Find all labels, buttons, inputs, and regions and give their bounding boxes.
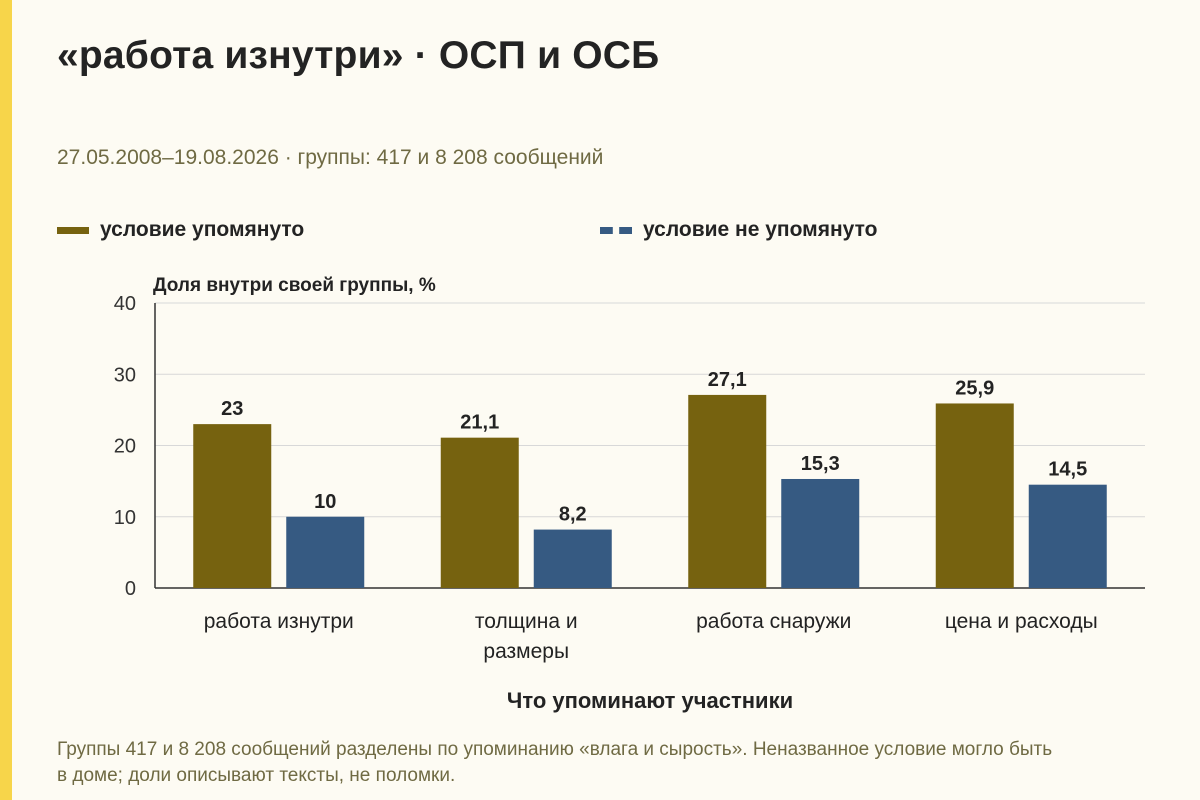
x-tick-label: толщина и размеры [475,610,578,663]
bar [533,529,612,588]
y-tick-label: 10 [114,507,136,529]
x-tick-label: работа снаружи [696,610,851,633]
data-label: 15,3 [801,453,840,475]
data-label: 25,9 [955,377,994,399]
x-axis-label: Что упоминают участники [507,688,793,713]
data-label: 23 [221,398,243,420]
bar [688,394,767,588]
legend-swatch-not-mentioned [600,226,632,234]
accent-bar [0,0,12,800]
legend-item-not-mentioned: условие не упомянуто [600,218,877,242]
bar [1028,484,1107,588]
y-tick-label: 0 [125,578,136,600]
legend: условие упомянуто условие не упомянуто [57,218,1157,250]
y-tick-label: 40 [114,293,136,315]
legend-label-mentioned: условие упомянуто [100,218,305,241]
chart-footnote: Группы 417 и 8 208 сообщений разделены п… [57,739,1053,786]
y-tick-label: 20 [114,436,136,458]
data-label: 10 [314,491,336,513]
data-label: 27,1 [708,369,747,391]
y-tick-label: 30 [114,364,136,386]
data-label: 8,2 [559,504,587,526]
legend-item-mentioned: условие упомянуто [57,218,304,242]
bar [781,478,860,588]
y-axis-label: Доля внутри своей группы, % [153,275,436,296]
bar [193,424,272,588]
x-tick-label: цена и расходы [945,610,1098,633]
chart-subtitle: 27.05.2008–19.08.2026 · группы: 417 и 8 … [57,146,604,169]
data-label: 14,5 [1048,459,1087,481]
chart-title: «работа изнутри» · ОСП и ОСБ [57,34,660,77]
bar [440,437,519,588]
legend-label-not-mentioned: условие не упомянуто [643,218,878,241]
data-label: 21,1 [460,412,499,434]
x-tick-label: работа изнутри [204,610,354,633]
legend-swatch-mentioned [57,226,89,234]
bar [286,516,365,588]
bar [935,403,1014,588]
